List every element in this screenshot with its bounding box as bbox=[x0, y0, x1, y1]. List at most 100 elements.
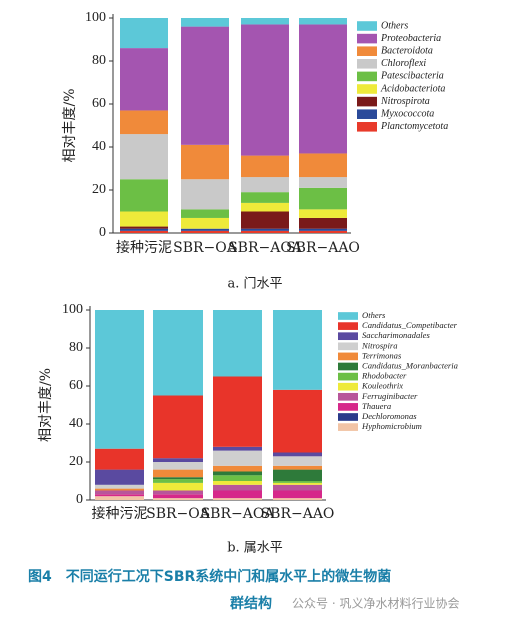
bar-segment bbox=[181, 18, 229, 27]
bar-segment bbox=[213, 310, 262, 377]
legend-swatch bbox=[338, 352, 358, 361]
legend-swatch bbox=[338, 382, 358, 391]
legend-swatch bbox=[338, 423, 358, 431]
bar-segment bbox=[299, 153, 347, 178]
bar-segment bbox=[299, 230, 347, 233]
legend-swatch bbox=[338, 392, 358, 401]
legend-swatch bbox=[357, 46, 377, 56]
legend-swatch bbox=[357, 96, 377, 107]
legend-label: Kouleothrix bbox=[361, 381, 403, 391]
bar-segment bbox=[153, 462, 203, 470]
bar-segment bbox=[213, 498, 262, 500]
x-tick-label: SBR−AOA bbox=[228, 240, 303, 256]
bar-segment bbox=[213, 471, 262, 476]
legend-label: Dechloromonas bbox=[361, 411, 417, 421]
legend-label: Proteobacteria bbox=[380, 33, 441, 44]
bar-segment bbox=[153, 458, 203, 462]
figure-caption: 图4 不同运行工况下SBR系统中门和属水平上的微生物菌 bbox=[28, 568, 391, 585]
bar-segment bbox=[95, 490, 144, 495]
chart-caption: a. 门水平 bbox=[227, 277, 282, 292]
y-tick-label: 20 bbox=[92, 182, 106, 197]
bar-segment bbox=[213, 475, 262, 481]
bar-segment bbox=[299, 18, 347, 25]
bar-segment bbox=[120, 230, 168, 233]
legend-label: Acidobacteriota bbox=[380, 83, 445, 94]
bar-segment bbox=[95, 484, 144, 489]
y-tick-label: 40 bbox=[92, 139, 106, 154]
bar-segment bbox=[273, 484, 322, 491]
bar-segment bbox=[153, 498, 203, 500]
bar-segment bbox=[273, 490, 322, 499]
legend-label: Ferruginibacter bbox=[361, 391, 418, 401]
legend-swatch bbox=[338, 322, 358, 330]
bar-segment bbox=[153, 482, 203, 491]
bar-segment bbox=[299, 228, 347, 231]
bar-segment bbox=[241, 202, 289, 212]
bar-segment bbox=[120, 134, 168, 180]
x-tick-label: 接种污泥 bbox=[92, 505, 148, 522]
bar-segment bbox=[181, 228, 229, 231]
bar-segment bbox=[181, 209, 229, 218]
y-tick-label: 60 bbox=[69, 378, 83, 393]
bar-segment bbox=[273, 498, 322, 500]
y-tick-label: 100 bbox=[85, 10, 106, 25]
bar-segment bbox=[95, 494, 144, 497]
bar-segment bbox=[95, 469, 144, 485]
legend-label: Planctomycetota bbox=[380, 121, 448, 132]
legend-swatch bbox=[338, 413, 358, 421]
y-tick-label: 80 bbox=[92, 53, 106, 68]
legend-label: Nitrospirota bbox=[380, 96, 430, 107]
bar-segment bbox=[181, 26, 229, 145]
bar-segment bbox=[181, 230, 229, 233]
bar-segment bbox=[95, 310, 144, 449]
bar-segment bbox=[213, 450, 262, 466]
watermark: 公众号 · 巩义净水材料行业协会 bbox=[292, 596, 459, 611]
legend-label: Thauera bbox=[362, 401, 391, 411]
legend-label: Nitrospira bbox=[361, 340, 398, 350]
legend-swatch bbox=[338, 403, 358, 411]
legend-label: Candidatus_Competibacter bbox=[362, 320, 458, 330]
bar-segment bbox=[181, 144, 229, 180]
legend-label: Hyphomicrobium bbox=[361, 421, 422, 431]
bar-segment bbox=[120, 18, 168, 49]
bar-segment bbox=[153, 395, 203, 459]
x-tick-label: SBR−AOA bbox=[201, 506, 276, 522]
bar-segment bbox=[120, 179, 168, 212]
bar-segment bbox=[153, 479, 203, 483]
bar-segment bbox=[273, 452, 322, 457]
bar-segment bbox=[241, 155, 289, 178]
bar-segment bbox=[299, 187, 347, 210]
y-tick-label: 100 bbox=[62, 302, 83, 317]
legend-label: Myxococcota bbox=[380, 108, 434, 119]
legend-swatch bbox=[338, 342, 358, 351]
bar-segment bbox=[120, 228, 168, 231]
legend-swatch bbox=[357, 84, 377, 94]
x-tick-label: SBR−OA bbox=[173, 240, 238, 256]
bar-segment bbox=[241, 192, 289, 203]
legend-label: Candidatus_Moranbacteria bbox=[362, 360, 458, 370]
x-tick-label: SBR−AAO bbox=[261, 506, 335, 522]
bar-segment bbox=[213, 484, 262, 491]
bar-segment bbox=[241, 177, 289, 193]
bar-segment bbox=[299, 209, 347, 218]
bar-segment bbox=[299, 177, 347, 188]
bar-segment bbox=[213, 376, 262, 447]
bar-segment bbox=[241, 211, 289, 229]
y-tick-label: 60 bbox=[92, 96, 106, 111]
bar-segment bbox=[153, 469, 203, 478]
bar-segment bbox=[153, 310, 203, 396]
bar-segment bbox=[181, 179, 229, 210]
bar-segment bbox=[273, 481, 322, 483]
legend-label: Rhodobacter bbox=[361, 371, 407, 381]
x-tick-label: SBR−OA bbox=[146, 506, 211, 522]
legend-swatch bbox=[338, 332, 358, 341]
bar-segment bbox=[95, 496, 144, 500]
bar-segment bbox=[181, 217, 229, 229]
y-tick-label: 40 bbox=[69, 416, 83, 431]
legend-swatch bbox=[357, 122, 377, 132]
y-tick-label: 0 bbox=[76, 492, 83, 507]
y-axis-title: 相对丰度/% bbox=[62, 88, 78, 162]
bar-segment bbox=[153, 490, 203, 495]
